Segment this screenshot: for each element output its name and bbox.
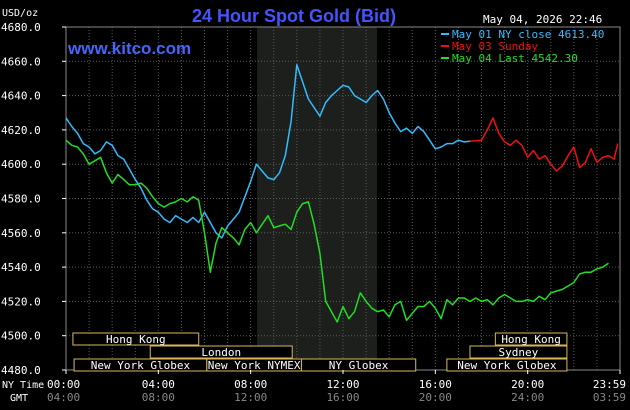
watermark-text: www.kitco.com	[67, 39, 191, 58]
session-bar: London	[149, 345, 293, 359]
timestamp: May 04, 2026 22:46	[483, 13, 602, 26]
session-bar: New York NYMEX	[206, 358, 302, 372]
session-bar-box	[494, 332, 568, 346]
x-tick-label-gmt: 24:00	[511, 391, 544, 404]
session-bar: Hong Kong	[72, 332, 200, 346]
x-tick-label-gmt: 03:59	[593, 391, 626, 404]
legend-label-may03: May 03 Sunday	[452, 40, 538, 53]
session-bar-label: Hong Kong	[501, 333, 561, 346]
y-axis-ticks: 4680.0 4660.0 4640.0 4620.0 4600.0 4580.0 4560…	[1, 21, 66, 377]
y-tick-label: 4600.0	[1, 158, 41, 171]
y-tick-label: 4620.0	[1, 124, 41, 137]
session-bar-box	[72, 332, 200, 346]
x-tick-label-ny: 20:00	[511, 378, 544, 391]
x-tick-label-gmt: 08:00	[142, 391, 175, 404]
x-axis-ticks: 00:0004:0004:0008:0008:0012:0012:0016:00…	[47, 370, 626, 404]
ny-time-label: NY Time	[2, 380, 44, 391]
x-tick-label-gmt: 04:00	[47, 391, 80, 404]
y-tick-label: 4580.0	[1, 193, 41, 206]
x-tick-label-gmt: 20:00	[419, 391, 452, 404]
price-series	[65, 63, 619, 323]
y-tick-label: 4480.0	[1, 364, 41, 377]
y-tick-label: 4500.0	[1, 330, 41, 343]
chart-title: 24 Hour Spot Gold (Bid)	[192, 6, 396, 26]
session-bar-label: New York NYMEX	[208, 359, 301, 372]
session-bar-box	[300, 358, 417, 372]
x-tick-label-ny: 08:00	[234, 378, 267, 391]
series-line-may03	[469, 117, 619, 172]
y-tick-label: 4560.0	[1, 227, 41, 240]
session-bar-label: NY Globex	[329, 359, 389, 372]
legend: May 01 NY close 4613.40 May 03 Sunday Ma…	[441, 28, 604, 65]
session-bar: New York Globex	[73, 358, 208, 372]
market-sessions: Hong Kong London New York Globex New York N…	[72, 332, 568, 372]
x-tick-label-gmt: 16:00	[326, 391, 359, 404]
series-line-may01	[65, 63, 471, 239]
session-bar-box	[149, 345, 293, 359]
session-bar-label: Sydney	[499, 346, 539, 359]
session-bar: Hong Kong	[494, 332, 568, 346]
session-bar-box	[469, 345, 568, 359]
x-tick-label-ny: 04:00	[142, 378, 175, 391]
y-tick-label: 4520.0	[1, 295, 41, 308]
y-tick-label: 4680.0	[1, 21, 41, 34]
y-tick-label: 4540.0	[1, 261, 41, 274]
series-line-may04	[65, 139, 609, 323]
session-bar-label: London	[201, 346, 241, 359]
session-bar-box	[446, 358, 568, 372]
x-tick-label-ny: 12:00	[326, 378, 359, 391]
legend-label-may01: May 01 NY close 4613.40	[452, 28, 604, 41]
legend-label-may04: May 04 Last 4542.30	[452, 52, 578, 65]
gmt-label: GMT	[10, 393, 28, 404]
y-tick-label: 4660.0	[1, 55, 41, 68]
grid-lines	[65, 26, 621, 371]
session-bar: NY Globex	[300, 358, 417, 372]
x-tick-label-ny: 16:00	[419, 378, 452, 391]
session-bar: Sydney	[469, 345, 568, 359]
session-bar-label: New York Globex	[457, 359, 557, 372]
y-tick-label: 4640.0	[1, 90, 41, 103]
x-tick-label-ny: 23:59	[593, 378, 626, 391]
session-bar-label: Hong Kong	[106, 333, 166, 346]
nymex-session-highlight	[257, 27, 377, 370]
y-axis-label: USD/oz	[2, 8, 38, 19]
session-bar: New York Globex	[446, 358, 568, 372]
session-bar-label: New York Globex	[91, 359, 191, 372]
x-tick-label-ny: 00:00	[47, 378, 80, 391]
x-tick-label-gmt: 12:00	[234, 391, 267, 404]
